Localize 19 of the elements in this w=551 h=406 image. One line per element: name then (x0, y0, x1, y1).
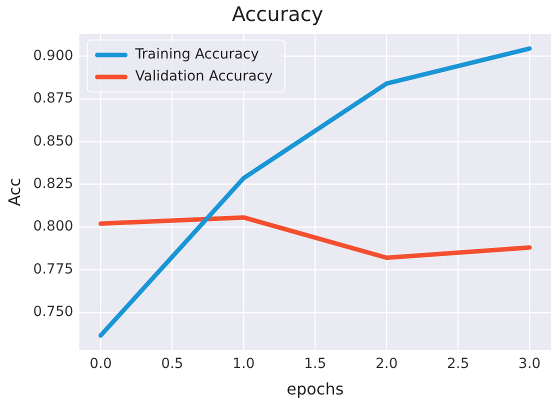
y-tick-label: 0.850 (33, 133, 74, 150)
y-axis-title: Acc (4, 178, 24, 206)
x-tick-label: 0.5 (161, 356, 184, 372)
x-tick-label: 0.0 (90, 356, 112, 372)
y-tick-label: 0.825 (33, 176, 74, 192)
x-axis-title: epochs (286, 380, 344, 399)
x-tick-label: 2.0 (375, 356, 398, 372)
x-tick-label: 3.0 (518, 356, 541, 372)
x-tick-label: 1.5 (304, 356, 326, 372)
chart-title: Accuracy (232, 2, 324, 26)
legend-label: Training Accuracy (134, 46, 259, 63)
y-tick-label: 0.750 (33, 304, 74, 320)
x-tick-label: 1.0 (232, 356, 255, 372)
y-tick-label: 0.875 (33, 90, 74, 107)
y-tick-label: 0.800 (33, 218, 74, 235)
y-tick-label: 0.900 (33, 48, 74, 64)
legend-label: Validation Accuracy (135, 68, 273, 85)
y-tick-label: 0.775 (33, 261, 74, 278)
x-tick-label: 2.5 (446, 356, 470, 372)
